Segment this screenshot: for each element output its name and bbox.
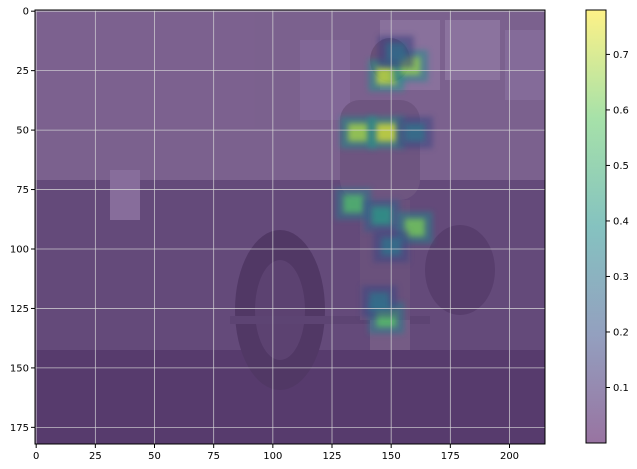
hotspot-cell (348, 123, 369, 142)
background-photo (35, 10, 545, 444)
y-tick-label: 50 (16, 126, 29, 137)
colorbar-frame (585, 9, 607, 444)
y-tick-label: 100 (10, 244, 29, 255)
colorbar: 0.1 0.2 0.3 0.4 0.5 0.6 0.7 (585, 9, 629, 444)
x-tick-label: 100 (263, 451, 282, 462)
x-tick-label: 0 (33, 451, 39, 462)
hotspot-cell (371, 206, 392, 225)
colorbar-tick-label: 0.2 (613, 327, 629, 338)
hotspot-cell (343, 194, 364, 213)
y-tick-label: 150 (10, 363, 29, 374)
axes-frame (34, 9, 546, 445)
colorbar-tick-label: 0.5 (613, 161, 629, 172)
x-tick-label: 75 (207, 451, 220, 462)
y-tick-label: 175 (10, 423, 29, 434)
hotspot-cell (376, 123, 397, 142)
x-tick-label: 150 (382, 451, 401, 462)
hotspot-cell (404, 218, 425, 237)
attention-overlay (335, 35, 433, 334)
hotspot-cell (385, 42, 406, 61)
colorbar-tick-label: 0.4 (613, 216, 629, 227)
y-tick-label: 25 (16, 66, 29, 77)
colorbar-ticks: 0.1 0.2 0.3 0.4 0.5 0.6 0.7 (606, 50, 629, 394)
gridlines (35, 10, 545, 444)
colorbar-tick-label: 0.6 (613, 105, 629, 116)
y-axis: 0 25 50 75 100 125 150 175 (10, 7, 35, 434)
x-axis: 0 25 50 75 100 125 150 175 200 (33, 444, 519, 462)
colorbar-tick-label: 0.1 (613, 383, 629, 394)
colorbar-gradient (586, 10, 606, 443)
y-tick-label: 75 (16, 185, 29, 196)
x-tick-label: 25 (89, 451, 102, 462)
hotspot-cell (404, 123, 425, 142)
x-tick-label: 200 (500, 451, 519, 462)
hotspot-cell (369, 292, 390, 311)
x-tick-label: 125 (322, 451, 341, 462)
colorbar-tick-label: 0.7 (613, 50, 629, 61)
y-tick-label: 0 (23, 7, 29, 18)
y-tick-label: 125 (10, 304, 29, 315)
x-tick-label: 175 (441, 451, 460, 462)
x-tick-label: 50 (148, 451, 161, 462)
colorbar-tick-label: 0.3 (613, 272, 629, 283)
